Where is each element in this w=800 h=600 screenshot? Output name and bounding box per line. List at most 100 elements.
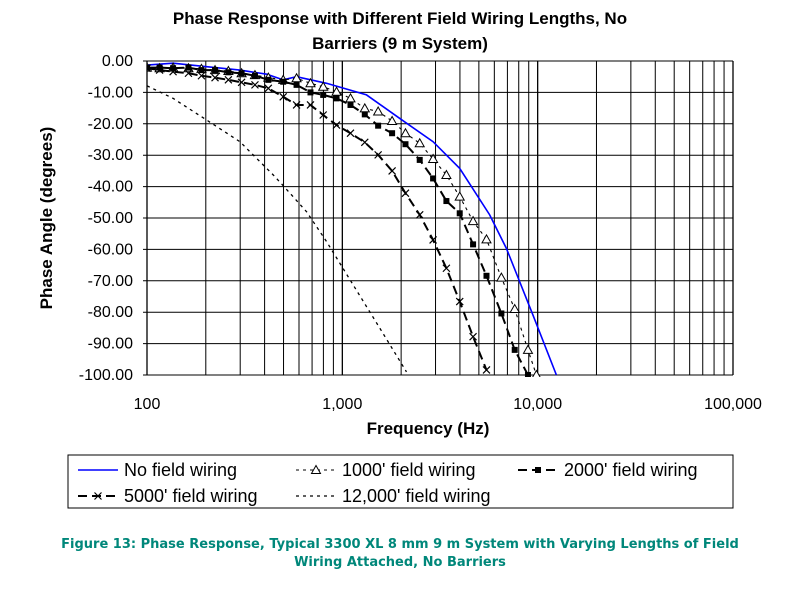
chart-title-line-2: Barriers (9 m System) bbox=[312, 34, 488, 53]
x-tick-label: 1,000 bbox=[322, 396, 362, 413]
data-point bbox=[264, 84, 273, 93]
x-tick-label: 100 bbox=[134, 396, 161, 413]
data-point bbox=[185, 64, 192, 71]
y-tick-labels: 0.00 -10.00 -20.00 -30.00 -40.00 -50.00 -60.00… bbox=[79, 53, 133, 384]
x-tick-labels: 100 1,000 10,000 100,000 bbox=[134, 396, 762, 413]
data-point bbox=[305, 77, 316, 88]
data-point bbox=[291, 72, 302, 83]
y-tick-label: -100.00 bbox=[79, 367, 133, 384]
legend-item: 12,000' field wiring bbox=[296, 486, 491, 506]
data-point bbox=[511, 346, 518, 353]
series-line bbox=[147, 62, 558, 376]
data-point bbox=[455, 297, 464, 306]
data-point bbox=[482, 366, 491, 374]
data-point bbox=[307, 89, 314, 96]
legend-item: No field wiring bbox=[78, 460, 237, 480]
y-tick-label: -70.00 bbox=[88, 273, 133, 290]
data-point bbox=[211, 73, 219, 82]
data-point bbox=[456, 210, 463, 217]
data-point bbox=[359, 102, 371, 113]
data-point bbox=[415, 210, 424, 219]
data-point bbox=[496, 272, 507, 282]
x-axis-label: Frequency (Hz) bbox=[367, 419, 490, 438]
series-layer bbox=[147, 62, 558, 377]
data-point bbox=[306, 101, 315, 109]
y-tick-label: -10.00 bbox=[88, 84, 133, 101]
data-point bbox=[467, 215, 479, 226]
data-point bbox=[470, 241, 477, 248]
data-point bbox=[225, 69, 232, 76]
data-point bbox=[155, 66, 164, 75]
legend-label: 12,000' field wiring bbox=[342, 486, 491, 506]
data-point bbox=[198, 67, 205, 74]
data-point bbox=[454, 191, 466, 201]
data-point bbox=[156, 64, 163, 71]
caption-line-2: Wiring Attached, No Barriers bbox=[294, 555, 506, 570]
data-point bbox=[361, 111, 368, 118]
series-5000-field-wiring bbox=[147, 64, 491, 374]
data-point bbox=[331, 86, 342, 96]
legend-marker bbox=[94, 492, 102, 500]
data-point bbox=[522, 344, 534, 354]
data-point bbox=[509, 303, 521, 314]
y-tick-label: -60.00 bbox=[88, 241, 133, 258]
series-no-field-wiring bbox=[147, 62, 558, 376]
data-point bbox=[442, 264, 451, 273]
data-point bbox=[170, 65, 177, 72]
data-point bbox=[332, 121, 341, 129]
data-point bbox=[347, 101, 354, 108]
grid bbox=[143, 60, 734, 376]
series-2000-field-wiring bbox=[147, 64, 531, 377]
legend-label: No field wiring bbox=[124, 460, 237, 480]
data-point bbox=[483, 272, 490, 279]
series-line bbox=[147, 66, 529, 376]
legend: No field wiring 1000' field wiring 2000' f… bbox=[67, 454, 734, 509]
data-point bbox=[292, 101, 301, 109]
data-point bbox=[375, 122, 382, 129]
data-point bbox=[389, 130, 396, 137]
data-point bbox=[532, 369, 541, 377]
data-point bbox=[169, 67, 178, 76]
data-point bbox=[427, 153, 439, 163]
data-point bbox=[279, 92, 288, 101]
y-tick-label: -90.00 bbox=[88, 336, 133, 353]
legend-item: 5000' field wiring bbox=[78, 486, 258, 506]
data-point bbox=[481, 233, 492, 244]
data-point bbox=[319, 111, 328, 119]
data-point bbox=[237, 78, 246, 87]
figure-caption: Figure 13: Phase Response, Typical 3300 … bbox=[40, 536, 760, 572]
data-point bbox=[469, 332, 477, 341]
data-point bbox=[374, 150, 383, 159]
data-point bbox=[388, 166, 397, 175]
x-tick-label: 100,000 bbox=[704, 396, 762, 413]
data-point bbox=[293, 81, 300, 88]
data-point bbox=[224, 75, 233, 84]
data-point bbox=[320, 91, 327, 98]
data-point bbox=[360, 138, 369, 147]
legend-label: 2000' field wiring bbox=[564, 460, 698, 480]
legend-item: 2000' field wiring bbox=[518, 460, 698, 480]
phase-response-chart: Phase Response with Different Field Wiri… bbox=[37, 9, 762, 509]
legend-item: 1000' field wiring bbox=[296, 460, 476, 480]
data-point bbox=[238, 70, 245, 77]
legend-marker bbox=[310, 464, 322, 474]
data-point bbox=[429, 236, 438, 244]
y-tick-label: 0.00 bbox=[102, 53, 133, 70]
x-tick-label: 10,000 bbox=[513, 396, 562, 413]
data-point bbox=[386, 115, 398, 125]
data-point bbox=[265, 76, 272, 83]
legend-box bbox=[67, 454, 734, 509]
data-point bbox=[317, 81, 329, 91]
data-point bbox=[345, 92, 356, 103]
data-point bbox=[430, 175, 437, 182]
y-tick-label: -80.00 bbox=[88, 304, 133, 321]
data-point bbox=[197, 71, 206, 80]
data-point bbox=[414, 137, 426, 148]
y-axis-label: Phase Angle (degrees) bbox=[37, 127, 56, 310]
chart-title-line-1: Phase Response with Different Field Wiri… bbox=[173, 9, 627, 28]
series-12-000-field-wiring bbox=[147, 85, 408, 373]
data-point bbox=[401, 189, 410, 198]
data-point bbox=[212, 67, 219, 74]
y-tick-label: -20.00 bbox=[88, 116, 133, 133]
data-point bbox=[184, 69, 193, 78]
